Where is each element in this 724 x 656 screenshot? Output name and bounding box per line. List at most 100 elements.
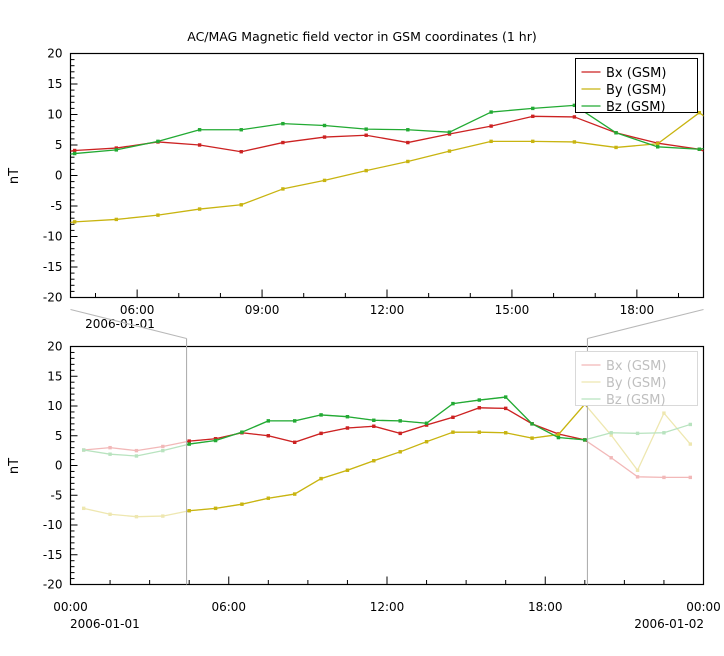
data-point-marker [281,187,285,191]
data-point-marker [197,207,202,211]
data-point-marker [530,422,534,426]
data-point-marker [108,512,112,516]
data-point-marker [531,139,535,144]
data-point-marker [156,213,160,217]
top-legend-entry-bz[interactable]: Bz (GSM) [581,100,666,115]
data-point-marker [609,431,613,435]
data-point-marker [406,159,410,164]
data-point-marker [372,459,376,463]
series-line-bz[interactable] [0,104,724,165]
series-line-bz[interactable] [163,396,611,451]
data-point-marker [72,148,77,153]
data-point-marker [655,142,660,146]
data-point-marker [322,123,327,128]
data-point-marker [197,143,202,147]
y-tick-label: 15 [47,369,62,383]
data-point-marker [281,121,285,126]
bottom-panel-legend[interactable]: Bx (GSM) By (GSM) Bz (GSM) [575,351,698,409]
data-point-marker [572,115,577,119]
top-legend-label-bx: Bx (GSM) [606,66,666,81]
data-point-marker [447,149,452,153]
y-tick-label: -5 [51,199,63,213]
x-tick-label: 06:00 [211,600,246,614]
y-tick-label: 20 [47,340,62,354]
data-point-marker [503,395,508,399]
overview-context-panel: 20 15 10 5 0 -5 -10 -15 -20 00:00 06:00 12:00 18:00… [7,338,721,631]
x-tick-label: 15:00 [495,303,530,317]
top-panel-y-axis-label: nT [7,168,22,184]
data-point-marker [72,151,77,156]
y-tick-label: -5 [51,488,63,502]
selected-range-group-by [163,402,611,516]
bottom-legend-label-bx: Bx (GSM) [606,359,666,374]
data-point-marker [161,448,165,453]
data-point-marker [213,506,218,511]
series-line-bx[interactable] [0,115,724,187]
data-point-marker [240,502,244,506]
data-point-marker [197,128,202,132]
series-line-by[interactable] [0,112,724,228]
data-point-marker [614,131,618,135]
data-point-marker [635,431,640,436]
data-point-marker [609,456,613,460]
data-point-marker [108,452,112,456]
top-legend-entry-bx[interactable]: Bx (GSM) [581,66,666,81]
data-point-marker [240,430,244,434]
y-tick-label: 20 [47,47,62,61]
data-point-marker [609,433,613,437]
series-line-bx[interactable] [163,407,611,458]
data-point-marker [292,419,297,423]
data-point-marker [635,468,640,472]
data-point-marker [398,450,402,454]
data-point-marker [503,406,508,411]
bottom-legend-entry-by[interactable]: By (GSM) [581,376,666,391]
data-point-marker [161,514,165,518]
data-point-marker [114,217,119,222]
data-point-marker [531,106,535,111]
y-tick-label: -10 [43,518,63,532]
bottom-panel-series-group[interactable] [161,395,613,517]
data-point-marker [345,468,350,472]
top-legend-entry-by[interactable]: By (GSM) [581,83,666,98]
data-point-marker [364,168,368,173]
data-point-marker [213,437,218,441]
data-point-marker [635,475,640,479]
data-point-marker [372,418,376,422]
top-legend-label-bz: Bz (GSM) [606,100,666,115]
data-point-marker [322,178,327,183]
data-point-marker [489,139,493,144]
data-point-marker [451,430,455,434]
data-point-marker [572,140,577,144]
top-panel-x-tick-labels: 06:00 09:00 12:00 15:00 18:00 [120,303,654,317]
data-point-marker [364,127,368,131]
data-point-marker [398,419,402,423]
y-tick-label: 10 [47,108,62,122]
data-point-marker [108,445,112,450]
top-panel-legend[interactable]: Bx (GSM) By (GSM) Bz (GSM) [575,58,698,116]
x-tick-label: 12:00 [370,303,405,317]
data-point-marker [114,148,119,152]
data-point-marker [134,454,139,458]
data-point-marker [372,424,376,428]
bottom-panel-y-axis-label: nT [7,458,22,474]
zoom-connector-left [70,308,187,340]
bottom-legend-entry-bz[interactable]: Bz (GSM) [581,393,666,408]
top-panel-series-group[interactable] [0,103,724,228]
data-point-marker [239,150,243,154]
data-point-marker [688,475,693,480]
data-point-marker [266,434,271,438]
data-point-marker [477,430,482,434]
overview-selection-region[interactable] [186,338,589,585]
data-point-marker [187,442,191,446]
top-panel-frame [69,52,705,299]
data-point-marker [688,422,693,427]
selected-range-group-bz [163,395,611,451]
data-point-marker [489,110,493,114]
data-point-marker [688,442,693,446]
data-point-marker [319,431,323,436]
data-point-marker [81,506,86,511]
x-tick-label: 18:00 [620,303,655,317]
series-line-by[interactable] [163,403,611,516]
data-point-marker [662,411,666,415]
bottom-legend-entry-bx[interactable]: Bx (GSM) [581,359,666,374]
